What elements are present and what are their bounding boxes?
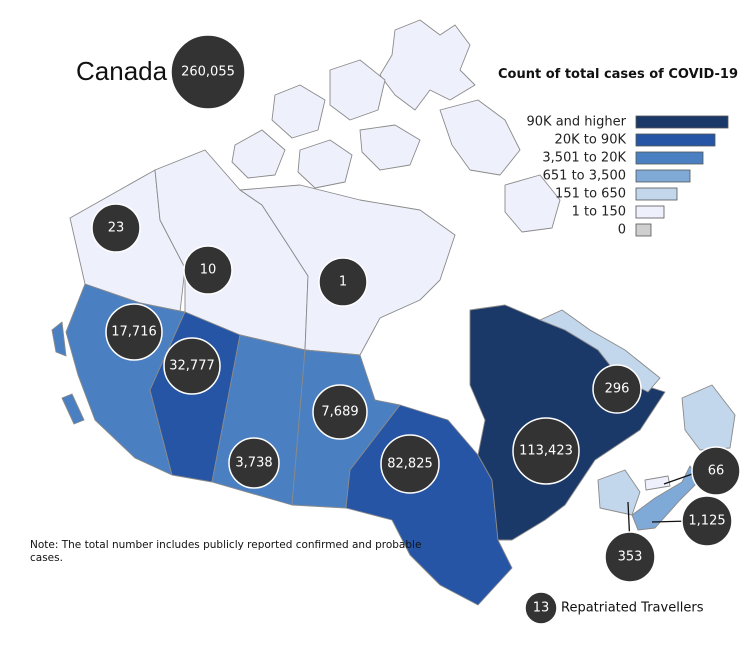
country-total-bubble: 260,055: [170, 34, 246, 110]
footnote: Note: The total number includes publicly…: [30, 539, 422, 564]
region-bubble: 113,423: [512, 417, 580, 485]
arctic-islands: [231, 19, 561, 233]
legend-swatch: [635, 205, 665, 219]
legend-item: 3,501 to 20K: [542, 151, 704, 166]
region-bubble-circle: [380, 434, 440, 494]
region-bubble-circle: [183, 245, 233, 295]
region-bubble-circle: [105, 303, 163, 361]
legend-swatch: [635, 187, 678, 201]
legend-label: 0: [618, 223, 626, 238]
legend-item: 1 to 150: [572, 205, 665, 220]
legend-label: 1 to 150: [572, 205, 626, 220]
region-case-count: 82,825: [387, 457, 433, 472]
legend-label: 20K to 90K: [555, 133, 627, 148]
region-bubble: 23: [91, 203, 141, 253]
region-bubble-circle: [681, 495, 733, 547]
region-bubble-circle: [312, 384, 368, 440]
repatriated-label: Repatriated Travellers: [561, 601, 704, 616]
region-bubble: 10: [183, 245, 233, 295]
region-bubble-circle: [228, 437, 280, 489]
legend-swatch: [635, 133, 716, 147]
legend-item: 90K and higher: [527, 115, 729, 130]
region-bubble: 7,689: [312, 384, 368, 440]
legend-label: 3,501 to 20K: [542, 151, 626, 166]
legend-item: 151 to 650: [555, 187, 678, 202]
region-case-count: 66: [708, 464, 725, 479]
region-new-brunswick[interactable]: [597, 469, 641, 516]
legend-label: 90K and higher: [527, 115, 627, 130]
legend-label: 151 to 650: [555, 187, 626, 202]
region-bubble: 353: [604, 531, 656, 583]
region-bubble: 3,738: [228, 437, 280, 489]
region-bubble: 296: [592, 364, 642, 414]
legend-swatch: [635, 115, 729, 129]
region-bubble: 82,825: [380, 434, 440, 494]
region-case-count: 32,777: [169, 359, 215, 374]
legend: Count of total cases of COVID-19 90K and…: [498, 67, 738, 238]
legend-item: 651 to 3,500: [543, 169, 691, 184]
repatriated-count: 13: [533, 601, 550, 616]
legend-label: 651 to 3,500: [543, 169, 626, 184]
region-bubble: 32,777: [163, 337, 221, 395]
legend-item: 20K to 90K: [555, 133, 716, 148]
legend-swatch: [635, 223, 652, 237]
region-bubble-circle: [91, 203, 141, 253]
legend-title: Count of total cases of COVID-19: [498, 67, 738, 82]
legend-item: 0: [618, 223, 652, 238]
country-label: Canada: [76, 56, 168, 86]
region-case-count: 17,716: [111, 325, 157, 340]
legend-swatch: [635, 151, 704, 165]
region-bubble: 66: [691, 446, 741, 496]
region-bubble-circle: [318, 257, 368, 307]
region-case-count: 353: [618, 550, 643, 565]
region-bubble-circle: [512, 417, 580, 485]
region-bubble-circle: [592, 364, 642, 414]
region-case-count: 3,738: [235, 456, 272, 471]
legend-swatch: [635, 169, 691, 183]
region-bubble-circle: [604, 531, 656, 583]
region-bubble: 1: [318, 257, 368, 307]
region-case-count: 10: [200, 263, 217, 278]
region-case-count: 23: [108, 221, 125, 236]
region-prince-edward-island[interactable]: [644, 475, 671, 491]
region-case-count: 296: [605, 382, 630, 397]
region-case-count: 113,423: [519, 444, 573, 459]
country-total-label: 260,055: [181, 65, 235, 80]
region-bubble-circle: [163, 337, 221, 395]
region-newfoundland-island: [681, 384, 736, 451]
repatriated-travellers: 13 Repatriated Travellers: [524, 591, 704, 625]
region-bubble: 1,125: [681, 495, 733, 547]
region-bubble-circle: [691, 446, 741, 496]
region-bubble: 17,716: [105, 303, 163, 361]
region-case-count: 1: [339, 275, 347, 290]
region-case-count: 7,689: [321, 405, 358, 420]
region-case-count: 1,125: [688, 514, 725, 529]
